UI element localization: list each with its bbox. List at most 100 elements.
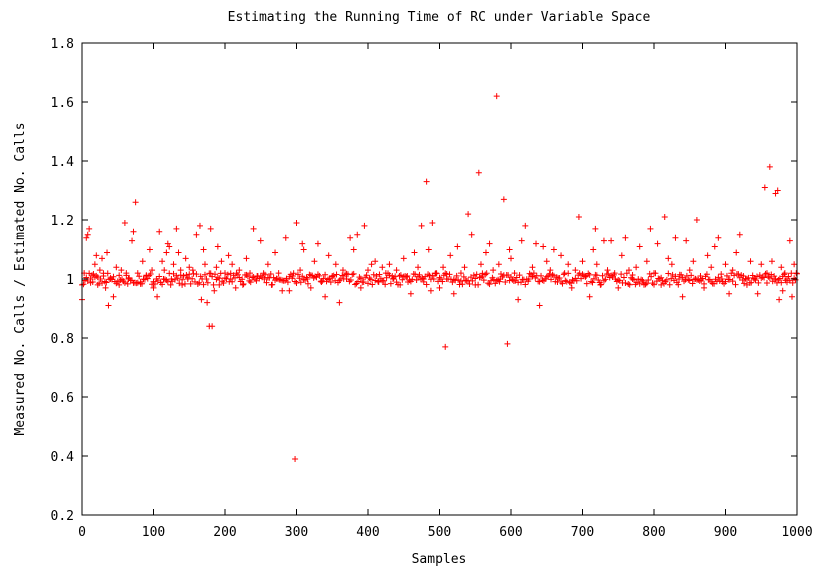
data-point xyxy=(726,290,733,297)
data-point xyxy=(307,284,314,291)
data-point xyxy=(220,280,227,287)
data-point xyxy=(209,323,216,330)
data-point xyxy=(683,237,690,244)
data-point xyxy=(156,228,163,235)
y-axis: 0.2 0.4 0.6 0.8 1 1.2 1.4 1.6 1.8 xyxy=(51,37,797,524)
data-point xyxy=(336,299,343,306)
data-point xyxy=(130,228,137,235)
data-point xyxy=(383,274,390,281)
data-point xyxy=(189,267,196,274)
data-point xyxy=(210,281,217,288)
x-tick-label: 600 xyxy=(499,525,522,540)
data-point xyxy=(207,270,214,277)
data-point xyxy=(81,277,88,284)
data-point xyxy=(508,273,514,280)
data-point xyxy=(154,293,161,300)
data-point xyxy=(423,178,430,185)
data-point xyxy=(354,278,361,285)
data-point xyxy=(327,279,334,286)
data-point xyxy=(785,273,792,280)
data-point xyxy=(257,237,264,244)
y-axis-label: Measured No. Calls / Estimated No. Calls xyxy=(13,122,28,435)
data-point xyxy=(473,271,480,278)
data-point xyxy=(568,284,575,291)
data-point xyxy=(731,272,738,279)
data-point xyxy=(425,246,432,253)
data-point xyxy=(560,271,567,278)
data-point xyxy=(279,287,286,294)
data-point xyxy=(343,270,350,277)
data-point xyxy=(182,255,189,262)
data-point xyxy=(468,231,475,238)
data-point xyxy=(793,270,800,277)
data-point xyxy=(91,261,98,268)
data-point xyxy=(620,274,627,281)
data-point xyxy=(139,280,146,287)
data-point xyxy=(763,280,770,287)
data-point xyxy=(244,273,251,280)
data-point xyxy=(665,270,672,277)
data-point xyxy=(207,225,214,232)
data-point xyxy=(177,267,184,274)
data-point xyxy=(748,279,755,286)
data-point xyxy=(159,281,166,288)
data-point xyxy=(316,272,323,279)
data-point xyxy=(618,271,625,278)
data-point xyxy=(396,273,403,280)
data-point xyxy=(104,249,111,256)
x-tick-label: 900 xyxy=(714,525,737,540)
data-point xyxy=(708,264,715,271)
data-point xyxy=(194,280,201,287)
data-point xyxy=(766,275,773,282)
data-point xyxy=(547,267,554,274)
data-point xyxy=(167,281,174,288)
data-point xyxy=(504,340,511,347)
data-point xyxy=(354,231,361,238)
data-point xyxy=(477,274,484,281)
x-tick-label: 500 xyxy=(428,525,451,540)
data-point xyxy=(572,267,579,274)
data-point xyxy=(193,231,200,238)
data-point xyxy=(223,275,230,282)
data-point xyxy=(320,275,327,282)
data-point xyxy=(350,270,357,277)
data-point xyxy=(201,271,208,278)
data-point xyxy=(651,281,657,288)
data-point xyxy=(608,272,615,279)
data-point xyxy=(758,275,765,282)
data-point xyxy=(269,281,276,288)
data-point xyxy=(502,279,509,286)
data-point xyxy=(347,234,354,241)
data-point xyxy=(419,275,426,282)
data-point xyxy=(679,293,686,300)
data-point xyxy=(553,274,560,281)
data-point xyxy=(743,276,750,283)
y-tick-label: 0.2 xyxy=(51,509,74,524)
data-point xyxy=(652,270,659,277)
data-point xyxy=(586,293,593,300)
data-point xyxy=(240,281,247,288)
data-point xyxy=(93,252,100,259)
data-point xyxy=(166,243,173,250)
data-point xyxy=(642,281,649,288)
data-point xyxy=(459,281,466,288)
data-point xyxy=(487,277,494,284)
data-point xyxy=(615,284,622,291)
data-point xyxy=(372,258,379,265)
data-point xyxy=(766,163,773,170)
data-point xyxy=(144,275,151,282)
data-point xyxy=(745,274,752,281)
data-point xyxy=(573,277,580,284)
data-point xyxy=(293,280,300,287)
data-point xyxy=(583,280,590,287)
data-point xyxy=(630,276,637,283)
data-point xyxy=(493,277,500,284)
data-point xyxy=(659,277,666,284)
data-point xyxy=(260,270,267,277)
x-tick-label: 300 xyxy=(285,525,308,540)
data-point xyxy=(149,267,156,274)
data-point xyxy=(121,279,128,286)
data-point xyxy=(613,278,620,285)
data-point xyxy=(732,281,739,288)
data-point xyxy=(397,272,404,279)
